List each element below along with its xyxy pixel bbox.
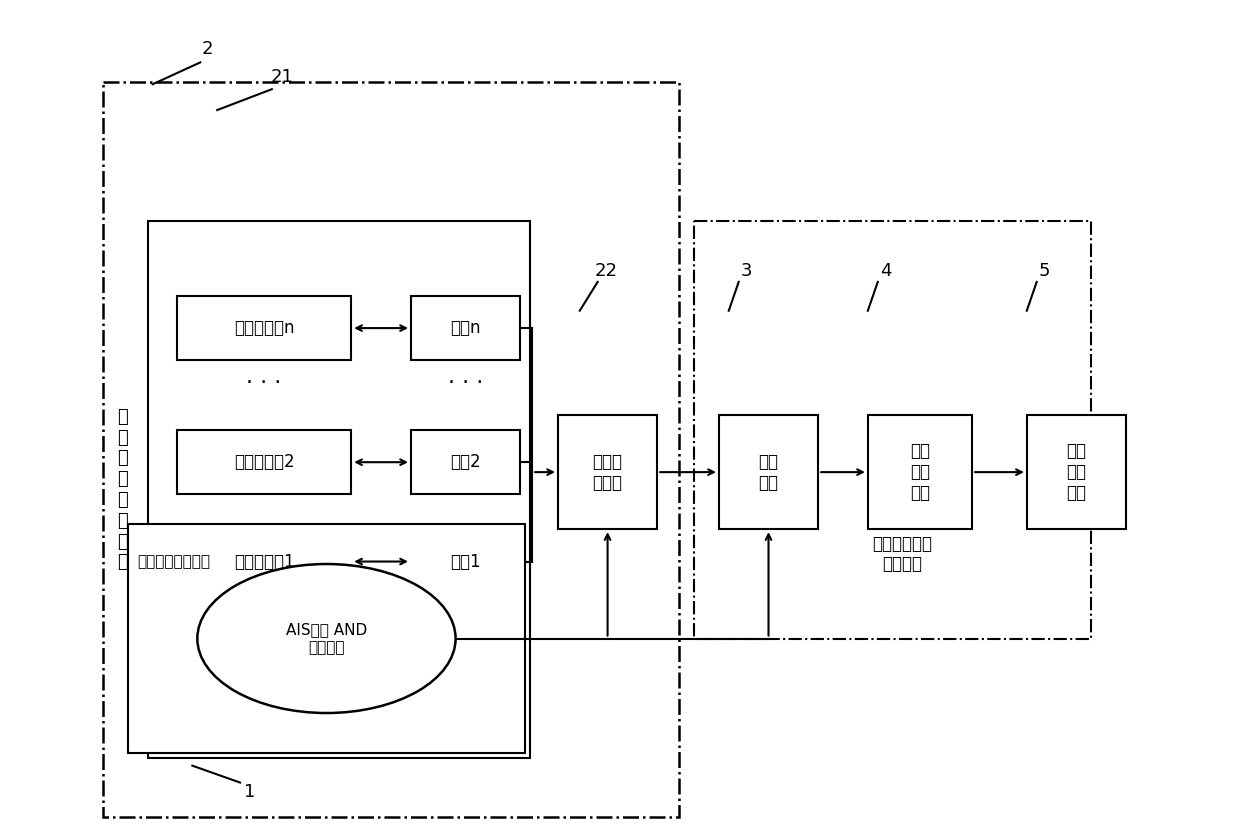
Text: 2: 2 xyxy=(202,40,213,58)
Text: 区域2: 区域2 xyxy=(450,453,481,471)
Text: 收发
模块: 收发 模块 xyxy=(758,453,778,492)
Text: 区域1: 区域1 xyxy=(450,553,481,570)
Text: 链
状
岸
基
雷
达
系
统: 链 状 岸 基 雷 达 系 统 xyxy=(118,407,128,571)
Text: 雷达传感器n: 雷达传感器n xyxy=(234,319,295,337)
Bar xyxy=(177,296,352,361)
Bar xyxy=(867,415,973,529)
Bar xyxy=(719,415,818,529)
Bar xyxy=(177,430,352,494)
Text: 5: 5 xyxy=(1040,262,1051,280)
Bar xyxy=(694,221,1092,639)
Text: 数据
处理
模块: 数据 处理 模块 xyxy=(909,443,930,502)
Text: · · ·: · · · xyxy=(247,373,281,393)
Text: 22: 22 xyxy=(595,262,618,280)
Text: 区域n: 区域n xyxy=(450,319,481,337)
Bar xyxy=(411,296,520,361)
Bar xyxy=(147,221,530,757)
Bar xyxy=(558,415,657,529)
Text: 21: 21 xyxy=(270,68,294,86)
Text: 雷达传感器1: 雷达传感器1 xyxy=(234,553,295,570)
Text: 智能船舶感知系统: 智能船舶感知系统 xyxy=(138,554,211,569)
Text: 雷达传感器2: 雷达传感器2 xyxy=(234,453,295,471)
Bar xyxy=(1027,415,1126,529)
Text: · · ·: · · · xyxy=(449,373,483,393)
Text: 岸基
控制
中心: 岸基 控制 中心 xyxy=(1067,443,1087,502)
Bar xyxy=(411,529,520,594)
Text: 3: 3 xyxy=(741,262,752,280)
Bar xyxy=(103,82,679,817)
Text: 数据采
集装置: 数据采 集装置 xyxy=(592,453,622,492)
Bar xyxy=(128,524,525,753)
Bar xyxy=(411,430,520,494)
Text: 4: 4 xyxy=(880,262,892,280)
Text: 1: 1 xyxy=(244,783,255,802)
Bar xyxy=(177,529,352,594)
Text: 智能船舶协同
感知系统: 智能船舶协同 感知系统 xyxy=(872,534,933,574)
Ellipse shape xyxy=(197,564,456,713)
Text: AIS设备 AND
导航雷达: AIS设备 AND 导航雷达 xyxy=(286,622,367,655)
